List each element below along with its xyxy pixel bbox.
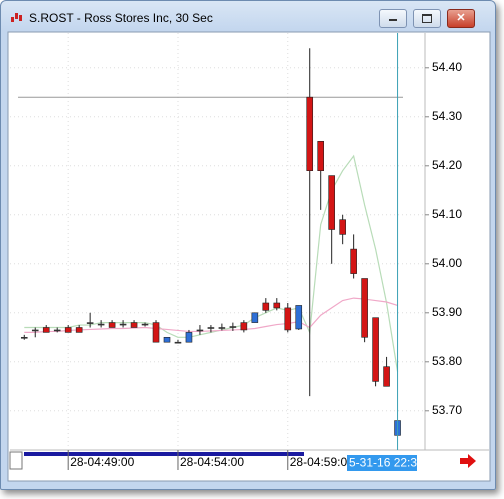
- candle-body: [273, 302, 281, 309]
- candle-body: [75, 327, 83, 333]
- checkbox[interactable]: [9, 451, 23, 470]
- window-title: S.ROST - Ross Stores Inc, 30 Sec: [29, 11, 213, 25]
- candle-body: [196, 329, 204, 332]
- cursor-label: 5-31-16 22:34:00: [349, 456, 441, 470]
- x-tick-label: 28-04:49:00: [70, 455, 134, 469]
- chart-panel: [7, 31, 491, 482]
- candle-body: [53, 329, 61, 332]
- cursor-label-bg: [347, 455, 417, 471]
- candle-body: [328, 175, 335, 230]
- candle-body: [229, 326, 237, 328]
- maximize-button[interactable]: [413, 9, 441, 28]
- candle-body: [262, 302, 270, 311]
- candle-body: [86, 322, 94, 324]
- candle-body: [207, 327, 215, 329]
- candle-body: [42, 327, 50, 333]
- candle-body: [185, 332, 193, 343]
- candle-body: [383, 366, 390, 387]
- candle-body: [141, 323, 149, 326]
- y-tick-label: 54.30: [432, 109, 462, 123]
- candle-body: [350, 248, 357, 274]
- candle-body: [152, 322, 160, 343]
- candle-body: [339, 219, 346, 235]
- candle-body: [31, 329, 39, 332]
- candle-body: [295, 305, 303, 330]
- candle-body: [97, 323, 105, 326]
- x-tick-label: 28-04:59:00: [290, 455, 354, 469]
- candle-body: [317, 140, 325, 171]
- candle-body: [372, 317, 379, 382]
- scroll-arrow[interactable]: [460, 454, 476, 468]
- candle-body: [284, 307, 292, 331]
- y-tick-label: 53.90: [432, 305, 462, 319]
- minimize-button[interactable]: [379, 9, 407, 28]
- candle-body: [130, 322, 138, 328]
- candle-body: [108, 322, 116, 328]
- candle-body: [119, 323, 127, 326]
- candle-body: [240, 322, 248, 331]
- x-tick-label: 28-04:54:00: [180, 455, 244, 469]
- y-tick-label: 54.40: [432, 60, 462, 74]
- y-tick-label: 53.70: [432, 403, 462, 417]
- candle-body: [20, 336, 28, 339]
- y-tick-label: 54.10: [432, 207, 462, 221]
- candle-body: [218, 327, 226, 329]
- app-icon: [11, 13, 22, 22]
- candle-body: [163, 336, 171, 343]
- y-tick-label: 54.20: [432, 158, 462, 172]
- scrollbar[interactable]: [24, 452, 304, 456]
- close-button[interactable]: ✕: [447, 9, 475, 28]
- candle-body: [361, 278, 368, 338]
- candle-body: [64, 327, 72, 333]
- candle-body: [306, 96, 314, 171]
- candle-body: [174, 341, 182, 344]
- y-tick-label: 54.00: [432, 256, 462, 270]
- y-tick-label: 53.80: [432, 354, 462, 368]
- candle-body: [251, 312, 259, 323]
